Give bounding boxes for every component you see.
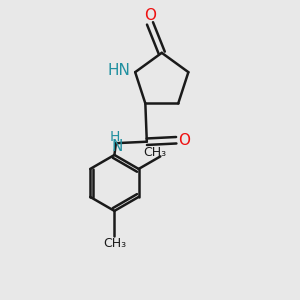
Text: CH₃: CH₃ — [103, 237, 126, 250]
Text: H: H — [109, 130, 120, 144]
Text: CH₃: CH₃ — [143, 146, 167, 158]
Text: HN: HN — [107, 63, 130, 78]
Text: O: O — [178, 133, 190, 148]
Text: N: N — [112, 139, 123, 154]
Text: O: O — [144, 8, 156, 23]
